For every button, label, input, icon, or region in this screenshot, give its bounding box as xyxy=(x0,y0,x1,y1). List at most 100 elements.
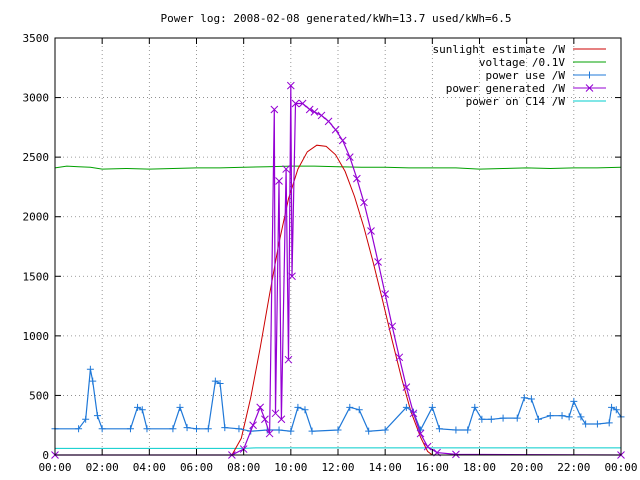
data-point xyxy=(345,153,354,161)
data-point xyxy=(452,426,460,434)
data-point xyxy=(605,419,613,427)
legend-item: power on C14 /W xyxy=(466,95,606,108)
data-point xyxy=(216,380,224,388)
data-point xyxy=(374,258,382,266)
series-line xyxy=(54,165,622,170)
legend-label: sunlight estimate /W xyxy=(433,43,566,56)
data-point xyxy=(367,227,375,235)
x-tick-label: 12:00 xyxy=(321,461,354,474)
x-tick-label: 20:00 xyxy=(510,461,543,474)
data-point xyxy=(291,99,300,108)
legend-label: power use /W xyxy=(486,69,566,82)
x-tick-label: 06:00 xyxy=(180,461,213,474)
data-point xyxy=(82,415,90,423)
data-point xyxy=(265,429,274,438)
data-point xyxy=(331,125,340,134)
data-point xyxy=(416,429,425,438)
data-point xyxy=(143,425,151,433)
data-point xyxy=(286,81,295,90)
data-point xyxy=(471,403,479,411)
data-point xyxy=(527,395,535,403)
y-tick-label: 1500 xyxy=(23,270,50,283)
data-point xyxy=(565,413,573,421)
data-point xyxy=(204,425,212,433)
data-point xyxy=(546,412,554,420)
data-point xyxy=(324,117,333,126)
legend-item: sunlight estimate /W xyxy=(433,43,606,56)
x-tick-label: 00:00 xyxy=(604,461,637,474)
data-point xyxy=(275,177,283,185)
data-point xyxy=(577,413,585,421)
data-point xyxy=(126,425,134,433)
data-point xyxy=(428,403,436,411)
data-point xyxy=(402,383,411,391)
y-tick-label: 0 xyxy=(42,449,49,462)
legend-label: power on C14 /W xyxy=(466,95,566,108)
data-point xyxy=(612,406,620,414)
y-tick-label: 2500 xyxy=(23,151,50,164)
y-tick-label: 1000 xyxy=(23,330,50,343)
x-tick-label: 00:00 xyxy=(38,461,71,474)
data-point xyxy=(353,174,361,183)
legend-item: voltage /0.1V xyxy=(479,56,606,69)
data-point xyxy=(288,272,296,281)
data-point xyxy=(134,403,142,411)
data-point xyxy=(176,403,184,411)
legend-marker xyxy=(585,84,594,92)
data-point xyxy=(346,403,354,411)
data-point xyxy=(183,424,191,432)
legend-item: power generated /W xyxy=(446,82,606,95)
series-power-generated-w xyxy=(51,81,625,459)
data-point xyxy=(452,450,460,459)
data-point xyxy=(256,403,265,412)
x-tick-label: 04:00 xyxy=(133,461,166,474)
legend-label: power generated /W xyxy=(446,82,566,95)
data-point xyxy=(570,397,578,405)
series-power-on-c14-w xyxy=(55,447,621,449)
axis-labels: 0 500 1000 1500 2000 2500 3000 3500 00:00 02:00 04… xyxy=(23,32,638,474)
data-point xyxy=(261,415,269,424)
data-point xyxy=(464,426,472,434)
data-point xyxy=(534,415,542,423)
legend-marker xyxy=(586,71,593,79)
y-tick-label: 3000 xyxy=(23,92,50,105)
data-point xyxy=(235,425,243,433)
data-point xyxy=(608,403,616,411)
data-point xyxy=(308,427,316,435)
x-tick-label: 22:00 xyxy=(557,461,590,474)
data-point xyxy=(221,424,229,432)
data-point xyxy=(360,198,368,207)
data-point xyxy=(381,426,389,434)
data-point xyxy=(86,365,94,373)
data-point xyxy=(593,420,601,428)
data-point xyxy=(287,427,295,435)
data-point xyxy=(298,99,307,108)
data-point xyxy=(294,403,302,411)
data-point xyxy=(520,394,528,402)
data-point xyxy=(93,412,101,420)
data-point xyxy=(275,426,283,434)
data-point xyxy=(435,425,443,433)
data-point xyxy=(282,165,290,173)
grid-lines xyxy=(55,38,621,455)
chart-title: Power log: 2008-02-08 generated/kWh=13.7… xyxy=(161,12,512,25)
legend-label: voltage /0.1V xyxy=(479,56,565,69)
data-point xyxy=(409,409,418,418)
data-point xyxy=(402,403,410,411)
data-point xyxy=(301,406,309,414)
data-point xyxy=(310,108,319,116)
x-tick-label: 18:00 xyxy=(463,461,496,474)
data-point xyxy=(478,415,486,423)
data-point xyxy=(355,406,363,414)
data-point xyxy=(513,414,521,422)
data-point xyxy=(499,414,507,422)
data-point xyxy=(558,412,566,420)
series-voltage-0-1v xyxy=(54,165,622,170)
data-point xyxy=(338,136,347,145)
x-tick-label: 14:00 xyxy=(369,461,402,474)
y-tick-label: 3500 xyxy=(23,32,50,45)
y-tick-label: 500 xyxy=(29,389,49,402)
